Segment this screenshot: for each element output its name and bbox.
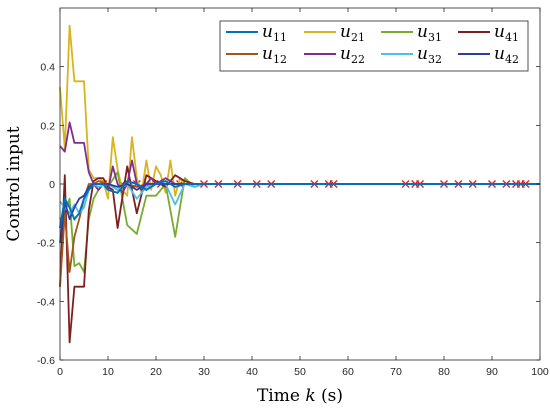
- legend-item-u42: u42: [458, 44, 519, 66]
- series-line-u11-top: [59, 180, 540, 229]
- legend-label: u22: [340, 44, 365, 66]
- x-axis-unit: (s): [321, 386, 343, 406]
- x-tick-label: 0: [57, 366, 63, 378]
- y-tick-label: 0: [49, 179, 55, 191]
- series-line-u41: [59, 165, 540, 344]
- series-line-u22: [59, 121, 540, 194]
- x-tick-label: 60: [342, 366, 354, 378]
- legend: u11 u21 u31 u41 u12 u22 u32 u42: [219, 20, 529, 72]
- x-axis: 0 10 20 30 40 50 60 70 80 90 100: [57, 8, 549, 378]
- legend-item-u31: u31: [381, 22, 442, 44]
- x-tick-label: 70: [390, 366, 402, 378]
- x-tick-label: 90: [486, 366, 498, 378]
- y-tick-label: -0.6: [37, 355, 55, 367]
- legend-label: u41: [494, 22, 519, 44]
- y-tick-label: -0.4: [37, 296, 55, 308]
- x-tick-label: 40: [246, 366, 258, 378]
- x-tick-label: 50: [294, 366, 306, 378]
- legend-label: u12: [262, 44, 287, 66]
- legend-item-u11: u11: [226, 22, 287, 44]
- legend-label: u42: [494, 44, 519, 66]
- legend-item-u32: u32: [381, 44, 442, 66]
- series-line-u42: [59, 183, 540, 243]
- legend-item-u22: u22: [304, 44, 365, 66]
- series-line-u21: [59, 24, 540, 200]
- x-tick-label: 20: [150, 366, 162, 378]
- x-axis-title: Time k (s): [257, 386, 343, 406]
- x-tick-label: 10: [102, 366, 114, 378]
- y-axis-title: Control input: [4, 126, 24, 241]
- series-lines: [59, 24, 540, 344]
- legend-label: u31: [417, 22, 442, 44]
- y-tick-label: 0.4: [40, 62, 55, 74]
- x-axis-variable: k: [305, 386, 315, 406]
- series-line-u32: [59, 183, 540, 215]
- y-axis: -0.6 -0.4 -0.2 0 0.2 0.4: [37, 62, 540, 367]
- x-axis-label: Time: [257, 386, 300, 406]
- legend-box: [219, 20, 529, 72]
- legend-item-u41: u41: [458, 22, 519, 44]
- y-tick-label: 0.2: [40, 120, 55, 132]
- x-tick-label: 30: [198, 366, 210, 378]
- legend-item-u12: u12: [226, 44, 287, 66]
- legend-label: u11: [262, 22, 287, 44]
- legend-label: u32: [417, 44, 442, 66]
- x-tick-label: 80: [438, 366, 450, 378]
- legend-label: u21: [340, 22, 365, 44]
- x-tick-label: 100: [531, 366, 549, 378]
- legend-item-u21: u21: [304, 22, 365, 44]
- y-tick-label: -0.2: [37, 238, 55, 250]
